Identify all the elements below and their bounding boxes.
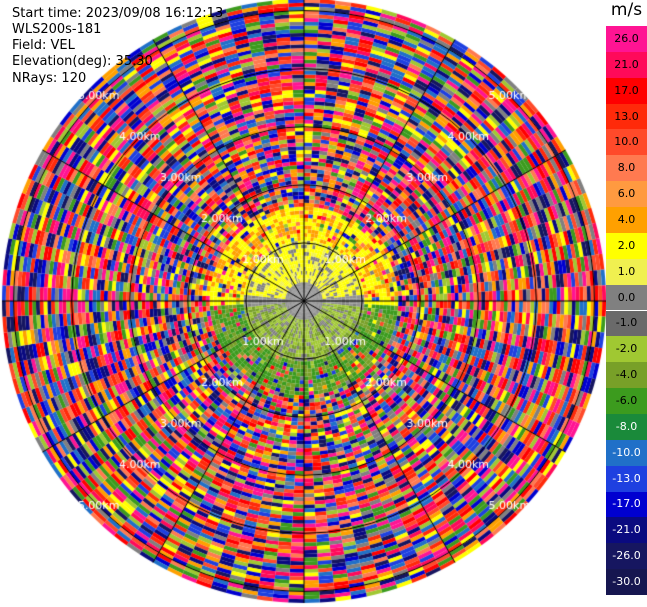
colorbar-segment (606, 543, 647, 570)
colorbar-tick-label: 0.0 (617, 290, 636, 304)
colorbar-segment (606, 491, 647, 518)
colorbar-segment (606, 258, 647, 285)
colorbar-segment (606, 336, 647, 363)
colorbar-tick-label: -26.0 (612, 549, 641, 563)
colorbar-segment (606, 439, 647, 466)
colorbar-segment (606, 207, 647, 233)
colorbar-segment (606, 129, 647, 156)
colorbar-segment (606, 181, 647, 208)
instrument-label: WLS200s-181 (12, 22, 102, 37)
colorbar-unit: m/s (610, 0, 643, 20)
colorbar-tick-label: 21.0 (614, 57, 639, 71)
colorbar-segment (606, 26, 647, 52)
colorbar-tick-label: -6.0 (615, 394, 638, 408)
colorbar-tick-label: -30.0 (612, 575, 641, 589)
colorbar-tick-label: 13.0 (614, 109, 639, 123)
colorbar-tick-label: 1.0 (617, 264, 636, 278)
colorbar-segment (606, 155, 647, 182)
field-label: Field: VEL (12, 38, 75, 53)
elevation-label: Elevation(deg): 35.30 (12, 54, 153, 69)
colorbar-segment (606, 413, 647, 440)
colorbar-tick-label: 26.0 (614, 31, 639, 45)
colorbar-tick-label: 6.0 (617, 187, 636, 201)
colorbar-tick-label: -17.0 (612, 497, 641, 511)
colorbar-tick-label: 10.0 (614, 135, 639, 149)
nrays-label: NRays: 120 (12, 71, 87, 86)
colorbar-tick-label: 4.0 (617, 212, 636, 226)
colorbar-segment (606, 284, 647, 311)
colorbar-segment (606, 103, 647, 130)
colorbar-segment (606, 569, 647, 595)
colorbar: 26.0 21.0 17.0 13.0 10.0 8.0 6.0 4.0 2.0 1.0 0.0 -1… (606, 26, 647, 595)
start-time-label: Start time: 2023/09/08 16:12:13 (12, 6, 224, 21)
colorbar-segment (606, 310, 647, 337)
colorbar-tick-label: -4.0 (615, 368, 638, 382)
colorbar-tick-label: -13.0 (612, 471, 641, 485)
colorbar-segment (606, 465, 647, 492)
colorbar-tick-label: -2.0 (615, 342, 638, 356)
colorbar-segment (606, 517, 647, 544)
colorbar-segment (606, 51, 647, 78)
colorbar-segment (606, 362, 647, 389)
colorbar-tick-label: 8.0 (617, 161, 636, 175)
colorbar-tick-label: -8.0 (615, 419, 638, 433)
colorbar-tick-label: -10.0 (612, 445, 641, 459)
colorbar-tick-label: 2.0 (617, 238, 636, 252)
colorbar-tick-label: 17.0 (614, 83, 639, 97)
colorbar-tick-label: -21.0 (612, 523, 641, 537)
colorbar-segment (606, 232, 647, 259)
colorbar-segment (606, 77, 647, 104)
ppi-plot (0, 0, 606, 607)
colorbar-tick-label: -1.0 (615, 316, 638, 330)
colorbar-segment (606, 388, 647, 414)
